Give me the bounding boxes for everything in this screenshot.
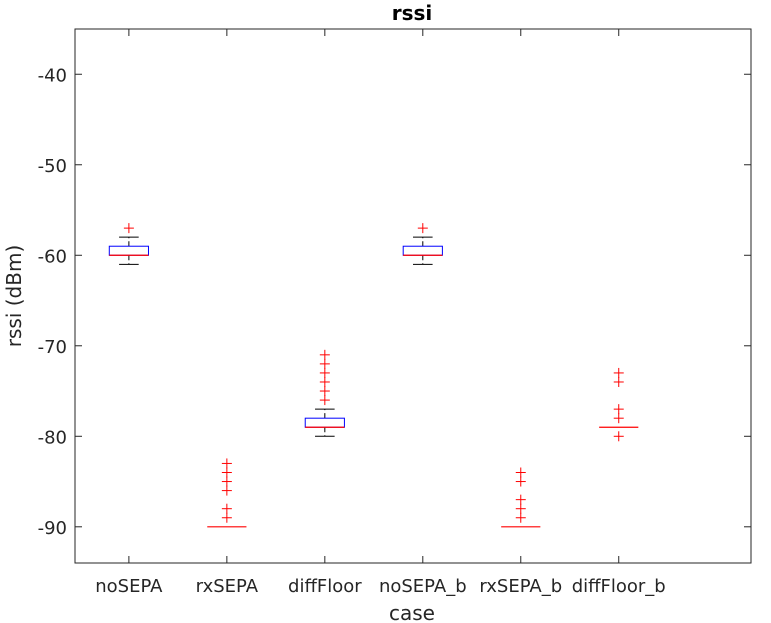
x-tick-label: diffFloor_b <box>572 576 666 597</box>
outlier-marker <box>221 467 232 478</box>
outlier-marker <box>319 367 330 378</box>
box-group-rxSEPA <box>207 458 247 528</box>
outlier-marker <box>515 476 526 487</box>
box-group-rxSEPA_b <box>501 467 541 528</box>
outlier-marker <box>221 485 232 496</box>
x-tick-label: rxSEPA <box>196 576 259 597</box>
y-axis-label: rssi (dBm) <box>2 245 26 347</box>
x-tick-label: rxSEPA_b <box>479 576 562 597</box>
outlier-marker <box>319 376 330 387</box>
plot-background <box>75 29 751 563</box>
outlier-marker <box>515 494 526 505</box>
outlier-marker <box>515 467 526 478</box>
outlier-marker <box>319 386 330 397</box>
outlier-marker <box>221 512 232 523</box>
y-tick-label: -90 <box>38 518 67 539</box>
box-group-noSEPA_b <box>402 223 443 265</box>
x-tick-label: noSEPA_b <box>379 576 467 597</box>
outlier-marker <box>221 458 232 469</box>
plot-area <box>75 29 751 563</box>
box-group-diffFloor <box>304 349 345 437</box>
boxes-layer <box>108 223 639 528</box>
box-group-diffFloor_b <box>599 367 639 442</box>
x-tick-label: noSEPA <box>95 576 163 597</box>
outlier-marker <box>613 367 624 378</box>
outlier-marker <box>221 476 232 487</box>
outlier-marker <box>613 413 624 424</box>
x-tick-label: diffFloor <box>288 576 362 597</box>
y-tick-label: -80 <box>38 427 67 448</box>
x-axis-label: case <box>389 601 435 623</box>
outlier-marker <box>613 376 624 387</box>
outlier-marker <box>515 503 526 514</box>
y-tick-label: -50 <box>38 156 67 177</box>
outlier-marker <box>515 512 526 523</box>
axes-box <box>74 28 752 564</box>
y-tick-label: -60 <box>38 246 67 267</box>
outlier-marker <box>123 223 134 234</box>
axes-layer: -40 -50 -60 -70 -80 -90 noSEPA rxSEPA diffFloor n… <box>38 28 752 597</box>
y-tick-label: -40 <box>38 65 67 86</box>
outlier-marker <box>417 223 428 234</box>
outlier-marker <box>221 503 232 514</box>
outlier-marker <box>319 358 330 369</box>
box-group-noSEPA <box>108 223 149 265</box>
chart-title: rssi <box>392 1 433 25</box>
outlier-marker <box>319 349 330 360</box>
outlier-marker <box>613 431 624 442</box>
outlier-marker <box>319 395 330 406</box>
y-tick-label: -70 <box>38 337 67 358</box>
outlier-marker <box>613 404 624 415</box>
